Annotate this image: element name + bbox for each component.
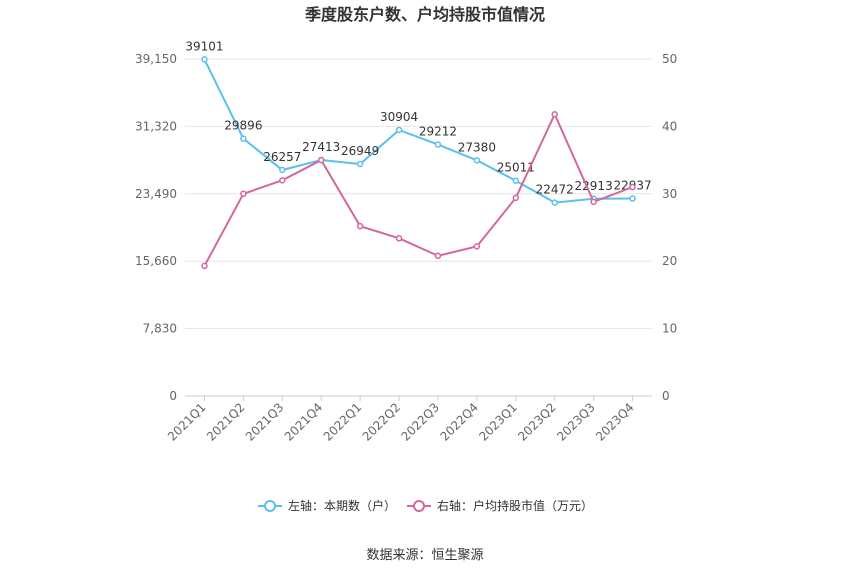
data-label: 39101 (185, 39, 223, 53)
x-tick-label: 2022Q4 (437, 400, 481, 444)
legend-item-left[interactable]: 左轴：本期数（户） (258, 498, 396, 513)
data-point-right[interactable] (512, 194, 520, 202)
right-axis: 0 10 20 30 40 50 (662, 52, 677, 403)
data-point-left[interactable] (629, 195, 636, 202)
x-tick-label: 2021Q1 (165, 400, 209, 444)
legend-swatch-marker (264, 500, 276, 512)
data-label: 29896 (224, 119, 262, 133)
left-axis: 0 7,830 15,660 23,490 31,320 39,150 (135, 52, 177, 403)
left-tick-label: 7,830 (143, 322, 177, 336)
data-point-left[interactable] (201, 56, 208, 63)
data-point-right[interactable] (356, 222, 364, 230)
left-tick-label: 39,150 (135, 52, 177, 66)
right-tick-label: 50 (662, 52, 677, 66)
data-label: 22913 (575, 179, 613, 193)
data-label: 26949 (341, 144, 379, 158)
legend-swatch-marker (413, 500, 425, 512)
data-point-right[interactable] (629, 183, 636, 191)
x-tick-label: 2021Q3 (243, 400, 287, 444)
data-point-right[interactable] (551, 111, 558, 118)
series-line-right (203, 111, 633, 267)
right-tick-label: 10 (662, 322, 677, 336)
data-label: 29212 (419, 125, 457, 139)
x-axis: 2021Q12021Q22021Q32021Q42022Q12022Q22022… (165, 396, 637, 444)
x-tick-label: 2022Q2 (360, 400, 404, 444)
data-label: 22472 (536, 183, 574, 197)
right-tick-label: 0 (662, 389, 670, 403)
right-tick-label: 40 (662, 119, 677, 133)
x-tick-label: 2023Q4 (593, 400, 637, 444)
grid (185, 58, 652, 397)
x-tick-label: 2021Q4 (282, 400, 326, 444)
data-point-right[interactable] (590, 198, 597, 206)
source-text: 数据来源：恒生聚源 (366, 548, 483, 563)
data-point-left[interactable] (395, 126, 403, 134)
data-point-left[interactable] (356, 160, 364, 168)
legend-item-right[interactable]: 右轴：户均持股市值（万元） (407, 498, 593, 513)
data-point-right[interactable] (240, 190, 247, 198)
data-label: 25011 (497, 161, 535, 175)
data-point-right[interactable] (473, 243, 481, 250)
legend[interactable]: 左轴：本期数（户） 右轴：户均持股市值（万元） (258, 498, 593, 513)
data-point-left[interactable] (279, 166, 286, 174)
chart-title: 季度股东户数、户均持股市值情况 (304, 5, 545, 24)
data-point-left[interactable] (240, 135, 247, 142)
data-point-right[interactable] (434, 252, 442, 260)
right-tick-label: 30 (662, 187, 677, 201)
x-tick-label: 2022Q3 (399, 400, 443, 444)
left-tick-label: 0 (169, 389, 177, 403)
x-tick-label: 2021Q2 (204, 400, 248, 444)
x-tick-label: 2023Q2 (515, 400, 559, 444)
data-label: 26257 (263, 150, 301, 164)
data-point-right[interactable] (201, 262, 208, 270)
data-label: 30904 (380, 110, 418, 124)
data-point-left[interactable] (434, 141, 442, 148)
left-tick-label: 23,490 (135, 187, 177, 201)
data-point-right[interactable] (317, 156, 325, 164)
legend-label: 右轴：户均持股市值（万元） (437, 498, 593, 513)
legend-label: 左轴：本期数（户） (288, 498, 396, 513)
data-point-right[interactable] (279, 177, 286, 184)
data-point-left[interactable] (551, 199, 558, 206)
x-tick-label: 2022Q1 (321, 400, 365, 444)
left-tick-label: 15,660 (135, 254, 177, 268)
x-tick-label: 2023Q1 (476, 400, 520, 444)
series-line-left (203, 58, 633, 204)
data-label: 27380 (458, 140, 496, 154)
data-point-right[interactable] (395, 235, 403, 242)
data-point-left[interactable] (512, 177, 520, 184)
data-point-left[interactable] (473, 157, 481, 164)
left-tick-label: 31,320 (135, 119, 177, 133)
x-tick-label: 2023Q3 (554, 400, 598, 444)
data-label: 27413 (302, 140, 340, 154)
right-tick-label: 20 (662, 254, 677, 268)
